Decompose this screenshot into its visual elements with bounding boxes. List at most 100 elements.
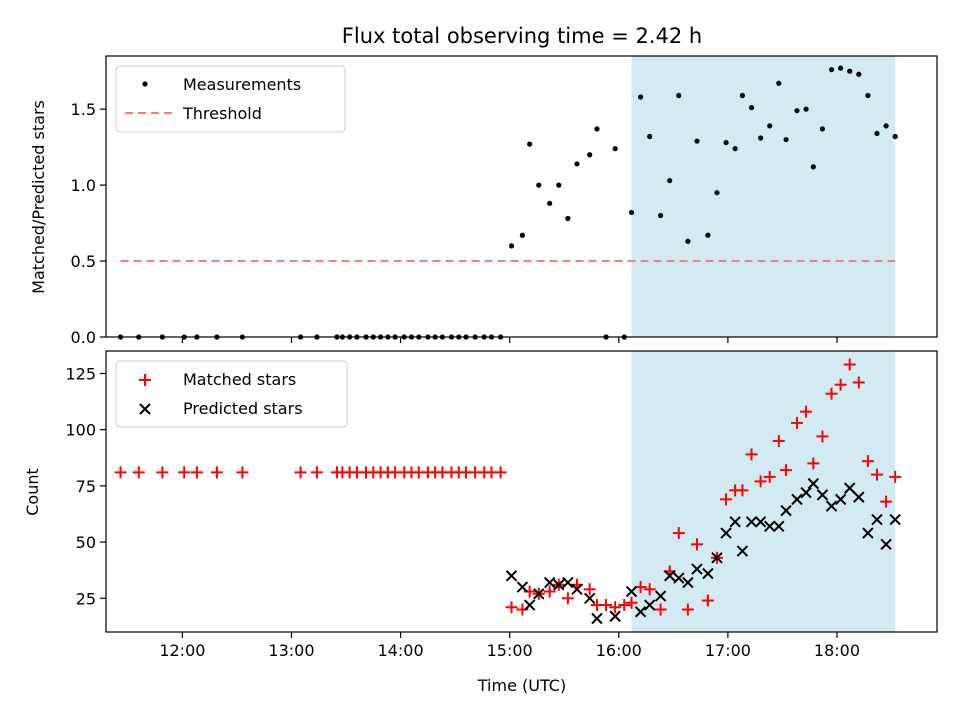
x-tick-label: 13:00 [268, 641, 314, 660]
measurement-point [705, 232, 711, 238]
matched-stars-point [690, 538, 703, 551]
predicted-stars-point [691, 563, 703, 575]
predicted-stars-point [571, 583, 583, 595]
matched-stars-point [210, 466, 223, 479]
measurement-point [556, 182, 562, 188]
predicted-stars-point [816, 489, 829, 501]
measurement-point [587, 152, 593, 158]
predicted-stars-point [720, 527, 732, 539]
x-tick-label: 12:00 [159, 641, 205, 660]
predicted-stars-point [825, 500, 838, 512]
measurement-point [647, 133, 653, 140]
predicted-stars-point [533, 588, 545, 600]
measurement-point [748, 105, 755, 111]
matched-stars-point [816, 430, 829, 443]
measurement-point [527, 141, 533, 147]
x-tick-label: 14:00 [378, 641, 424, 660]
measurement-point [723, 139, 729, 146]
matched-stars-point [505, 601, 518, 614]
predicted-stars-point [673, 572, 685, 584]
top-y-ticks: 0.0 0.5 1.0 1.5 [71, 100, 106, 347]
predicted-stars-point [643, 599, 656, 611]
measurement-point [803, 106, 809, 112]
predicted-stars-point [889, 513, 901, 526]
measurement-point [883, 123, 889, 129]
top-x-ticks [181, 337, 838, 343]
x-tick-label: 15:00 [487, 641, 533, 660]
matched-stars-point [516, 603, 529, 616]
matched-stars-point [880, 495, 893, 508]
matched-stars-point [681, 603, 694, 616]
measurement-point [874, 130, 880, 137]
measurement-point [667, 177, 673, 184]
matched-stars-point [834, 378, 847, 391]
predicted-stars-point [562, 576, 574, 589]
measurement-point [547, 200, 553, 206]
predicted-stars-point [516, 581, 529, 593]
measurement-point [856, 71, 862, 77]
matched-stars-point [772, 434, 785, 447]
predicted-stars-point [780, 504, 792, 517]
y-tick-label: 0.5 [71, 252, 96, 271]
predicted-stars-point [591, 612, 603, 625]
measurement-point [838, 65, 844, 71]
legend-predicted-marker [139, 403, 151, 415]
predicted-stars-point [682, 576, 694, 589]
measurement-point [565, 215, 571, 222]
top-points [117, 65, 898, 340]
measurement-point [892, 133, 898, 140]
legend-matched-marker [139, 374, 151, 386]
legend-matched-label: Matched stars [183, 370, 296, 389]
predicted-stars-point [583, 592, 596, 604]
bottom-shaded-region [631, 351, 896, 632]
matched-stars-point [807, 457, 820, 470]
predicted-stars-point [654, 590, 667, 602]
bottom-x-ticks: 12:00 13:00 14:00 15:00 16:00 17:00 18:00 [159, 632, 860, 660]
matched-stars-point [543, 585, 556, 598]
measurement-point [783, 136, 789, 143]
bottom-panel: 25 50 75 100 125 12:00 13:00 14:00 15:00 16:00 17… [23, 350, 938, 695]
measurement-point [767, 123, 773, 129]
measurement-point [638, 94, 644, 100]
chart-title: Flux total observing time = 2.42 h [342, 24, 702, 48]
measurement-point [847, 68, 853, 74]
measurement-point [612, 146, 618, 152]
predicted-stars-point [844, 482, 856, 494]
measurement-point [536, 182, 542, 188]
matched-stars-point [190, 466, 203, 479]
legend-measurements-marker [142, 81, 148, 87]
bottom-x-axis-label: Time (UTC) [477, 676, 566, 695]
matched-stars-point [294, 466, 307, 479]
measurement-point [694, 138, 700, 144]
x-tick-label: 16:00 [596, 641, 642, 660]
matched-stars-point [236, 466, 249, 479]
matched-stars-point [800, 405, 813, 418]
predicted-stars-point [702, 567, 714, 580]
predicted-stars-point [871, 513, 883, 526]
legend-threshold-label: Threshold [182, 104, 262, 123]
bottom-y-ticks: 25 50 75 100 125 [65, 364, 106, 608]
predicted-stars-point [862, 527, 874, 539]
top-panel: 0.0 0.5 1.0 1.5 Matched/Predicted stars Mea… [29, 55, 938, 347]
y-tick-label: 1.0 [71, 176, 96, 195]
matched-stars-point [720, 493, 733, 506]
matched-stars-point [745, 448, 758, 461]
predicted-stars-point [745, 516, 758, 528]
measurement-point [865, 92, 871, 99]
predicted-stars-point [625, 585, 638, 598]
predicted-stars-point [736, 545, 749, 557]
predicted-stars-point [634, 606, 647, 618]
measurement-point [776, 80, 782, 86]
matched-stars-point [156, 466, 169, 479]
predicted-stars-point [800, 486, 812, 499]
predicted-stars-point [754, 516, 767, 528]
measurement-point [739, 92, 746, 99]
matched-stars-point [889, 470, 902, 483]
matched-stars-point [672, 527, 685, 540]
matched-stars-point [843, 358, 856, 371]
measurement-point [819, 126, 826, 132]
predicted-stars-point [880, 538, 892, 551]
measurement-point [810, 164, 816, 170]
predicted-stars-point [663, 570, 676, 582]
x-tick-label: 17:00 [705, 641, 751, 660]
